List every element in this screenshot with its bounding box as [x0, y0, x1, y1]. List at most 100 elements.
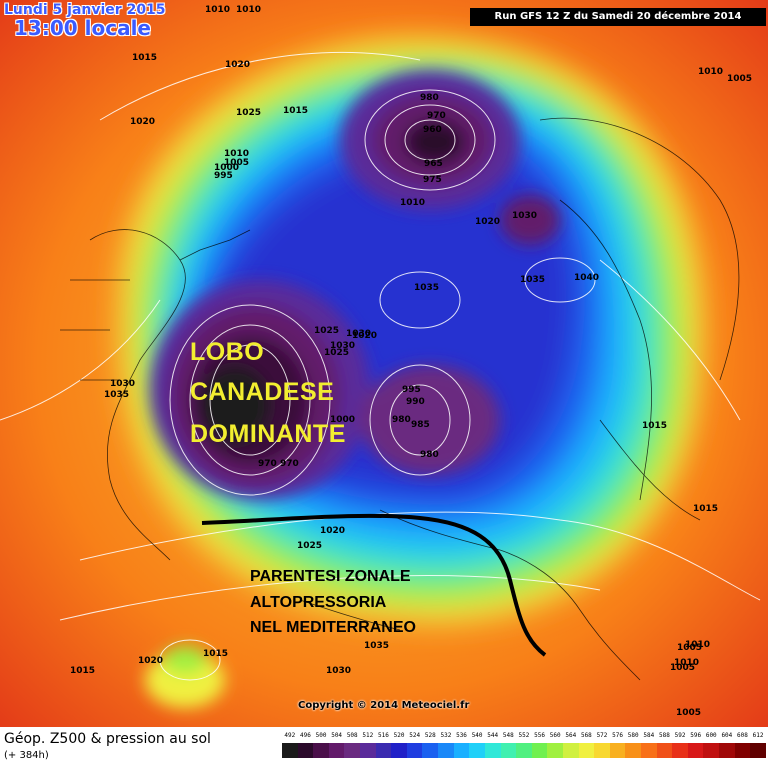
pressure-label: 1030 [330, 341, 355, 351]
pressure-label: 1025 [297, 541, 322, 551]
scale-swatch [297, 743, 314, 758]
scale-tick-label: 556 [534, 732, 545, 739]
pressure-label: 985 [411, 420, 430, 430]
chart-subtitle: (+ 384h) [4, 750, 49, 761]
pressure-label: 980 [392, 415, 411, 425]
pressure-label: 970 [280, 459, 299, 469]
scale-swatch [672, 743, 688, 758]
pressure-label: 975 [423, 175, 442, 185]
isobars [0, 52, 761, 681]
scale-swatch [375, 743, 392, 758]
scale-tick-label: 580 [627, 732, 639, 739]
pressure-label: 1015 [693, 504, 718, 514]
pressure-label: 1010 [685, 640, 710, 650]
scale-swatch [500, 743, 517, 758]
scale-tick-label: 508 [346, 732, 358, 739]
pressure-label: 970 [258, 459, 277, 469]
run-info: Run GFS 12 Z du Samedi 20 décembre 2014 [470, 8, 766, 26]
pressure-label: 1000 [330, 415, 355, 425]
pressure-label: 1015 [203, 649, 228, 659]
scale-tick-label: 520 [393, 732, 405, 739]
scale-tick-label: 492 [284, 732, 296, 739]
pressure-label: 1025 [236, 108, 261, 118]
scale-tick-label: 584 [643, 732, 655, 739]
scale-tick-label: 572 [596, 732, 608, 739]
scale-tick-label: 600 [705, 732, 717, 739]
scale-swatch [656, 743, 673, 758]
pressure-label: 995 [214, 171, 233, 181]
scale-swatch [469, 743, 485, 758]
pressure-label: 1025 [324, 348, 349, 358]
pressure-label: 1030 [326, 666, 351, 676]
pressure-label: 1030 [110, 379, 135, 389]
scale-labels: 492 496 500 504 508 512 516 520 524 528 532 536 540 5… [282, 732, 766, 742]
scale-tick-label: 564 [565, 732, 577, 739]
pressure-label: 1005 [676, 708, 701, 718]
med-label-line2: ALTOPRESSORIA [250, 594, 387, 611]
scale-swatch [594, 743, 610, 758]
pressure-label: 1025 [314, 326, 339, 336]
scale-swatch [516, 743, 532, 758]
scale-tick-label: 512 [362, 732, 374, 739]
pressure-label: 1000 [214, 163, 239, 173]
pressure-label: 990 [406, 397, 425, 407]
scale-swatch [313, 743, 329, 758]
scale-tick-label: 540 [471, 732, 483, 739]
scale-tick-label: 596 [690, 732, 702, 739]
scale-swatch [438, 743, 454, 758]
pressure-label: 1035 [520, 275, 545, 285]
lobe-label-line1: LOBO [190, 338, 265, 366]
scale-tick-label: 560 [549, 732, 561, 739]
forecast-date: Lundi 5 janvier 2015 [4, 2, 166, 18]
scale-swatch [328, 743, 345, 758]
forecast-time: 13:00 locale [14, 16, 151, 40]
pressure-label: 965 [424, 159, 443, 169]
scale-swatch [625, 743, 642, 758]
scale-swatch [750, 743, 766, 758]
scale-tick-label: 592 [674, 732, 686, 739]
pressure-label: 1030 [346, 329, 371, 339]
lobe-label-line2: CANADESE [190, 378, 335, 406]
scale-swatch [344, 743, 361, 758]
scale-tick-label: 576 [612, 732, 624, 739]
scale-swatch [578, 743, 595, 758]
scale-swatch [719, 743, 735, 758]
pressure-label: 1005 [224, 158, 249, 168]
pressure-label: 1010 [674, 658, 699, 668]
scale-tick-label: 528 [424, 732, 436, 739]
scale-tick-label: 536 [456, 732, 467, 739]
pressure-label: 980 [420, 450, 439, 460]
pressure-label: 1040 [574, 273, 599, 283]
scale-swatch [282, 743, 298, 758]
scale-tick-label: 496 [299, 732, 311, 739]
scale-tick-label: 548 [502, 732, 514, 739]
pressure-label: 1035 [364, 641, 389, 651]
scale-swatch [360, 743, 376, 758]
scale-tick-label: 500 [315, 732, 327, 739]
pressure-label: 1010 [400, 198, 425, 208]
scale-bar [282, 743, 766, 758]
scale-tick-label: 604 [721, 732, 733, 739]
legend-footer: Géop. Z500 & pression au sol (+ 384h) 49… [0, 727, 768, 768]
scale-tick-label: 552 [518, 732, 530, 739]
zonal-boundary-line [201, 513, 547, 657]
low-centers [145, 70, 560, 708]
scale-swatch [703, 743, 720, 758]
scale-tick-label: 568 [580, 732, 592, 739]
pressure-label: 1020 [352, 331, 377, 341]
pressure-label: 1020 [138, 656, 163, 666]
pressure-label: 1010 [205, 5, 230, 15]
pressure-label: 1035 [104, 390, 129, 400]
pressure-label: 1020 [225, 60, 250, 70]
pressure-label: 1020 [320, 526, 345, 536]
scale-tick-label: 516 [378, 732, 389, 739]
pressure-label: 1005 [727, 74, 752, 84]
scale-swatch [734, 743, 751, 758]
scale-tick-label: 532 [440, 732, 452, 739]
scale-swatch [641, 743, 657, 758]
scale-tick-label: 612 [752, 732, 764, 739]
pressure-label: 995 [402, 385, 421, 395]
pressure-label: 1030 [512, 211, 537, 221]
